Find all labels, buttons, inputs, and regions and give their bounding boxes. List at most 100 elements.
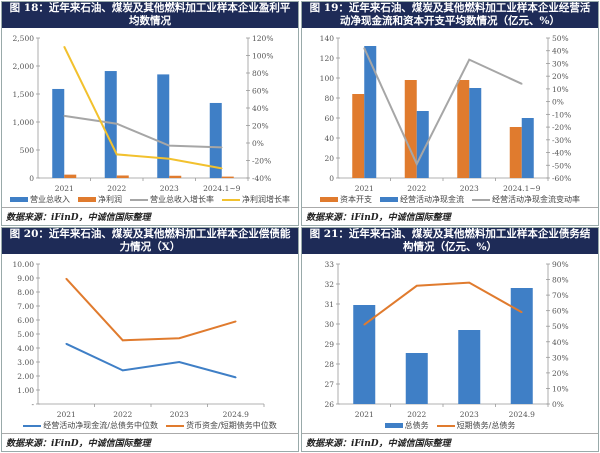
divider [2, 207, 298, 208]
title-text: 图 19：近年来石油、煤炭及其他燃料加工业样本企业经营活动净现金流和资本开支平均… [309, 2, 591, 27]
line-point-1-0 [363, 323, 366, 326]
line-point-0-3 [234, 376, 237, 379]
legend-label: 净利润 [98, 195, 122, 204]
legend-line-swatch [23, 424, 42, 427]
y-tick-label-right: 20% [252, 122, 269, 131]
y-tick-label-right: 0% [552, 400, 564, 409]
line-series-0 [65, 342, 237, 379]
legend-bar-swatch [78, 197, 96, 202]
bar-0-2 [157, 74, 170, 178]
y-tick-label-left: 2.00 [17, 372, 34, 381]
x-tick-label: 2023 [460, 410, 479, 419]
legend: 资本开支 经营活动净现金流 经营活动净现金流变动率 [302, 194, 598, 205]
line-point-2-2 [168, 144, 171, 147]
divider [302, 433, 598, 434]
y-tick-label-right: -20% [552, 123, 571, 132]
y-tick-label-left: 28 [324, 360, 334, 369]
y-tick-label-right: 80% [252, 69, 269, 78]
figure-title: 图 19：近年来石油、煤炭及其他燃料加工业样本企业经营活动净现金流和资本开支平均… [302, 2, 598, 28]
figure-19: 图 19：近年来石油、煤炭及其他燃料加工业样本企业经营活动净现金流和资本开支平均… [301, 1, 599, 226]
y-tick-label-right: -40% [252, 174, 271, 183]
chart-19: 0 20 40 60 80 100 120 140 -60% -50% -40% -30% -20% -1… [320, 34, 572, 193]
chart-18: 0 500 1,000 1,500 2,000 2,500 -40% -20% 0% 20% 40%… [13, 34, 274, 193]
x-tick-label: 2024.9 [223, 410, 249, 419]
legend-line-swatch [472, 198, 490, 201]
line-point-2-0 [63, 115, 66, 117]
y-tick-label-right: 10% [552, 85, 569, 94]
x-tick-label: 2022 [107, 184, 126, 193]
y-tick-label-left: 100 [320, 74, 335, 83]
figure-20: 图 20：近年来石油、煤炭及其他燃料加工业样本企业偿债能力情况（X） - 1.00… [1, 227, 299, 452]
y-tick-label-right: 90% [552, 260, 569, 269]
legend: 营业总收入 净利润 营业总收入增长率 净利润增长率 [2, 194, 298, 205]
legend-label: 经营活动净现金流/总债务中位数 [43, 421, 158, 430]
y-tick-label-right: 60% [552, 307, 569, 316]
legend-bar-swatch [384, 423, 403, 428]
y-tick-label-right: -30% [552, 136, 571, 145]
source-note: 数据来源：iFinD，中诚信国际整理 [6, 439, 151, 449]
legend-bar-swatch [380, 197, 398, 202]
line-point-1-0 [65, 277, 68, 280]
y-tick-label-left: 0 [29, 174, 34, 183]
y-tick-label-right: -40% [552, 149, 571, 158]
y-tick-label-left: 5.00 [17, 330, 34, 339]
y-tick-label-left: 10.00 [13, 260, 35, 269]
y-tick-label-right: 10% [552, 384, 569, 393]
y-tick-label-right: 80% [552, 276, 569, 285]
line-point-2-3 [220, 146, 223, 149]
line-point-2-1 [415, 163, 418, 165]
y-tick-label-left: 29 [324, 340, 334, 349]
bar-0-1 [404, 80, 417, 178]
title-text: 图 21：近年来石油、煤炭及其他燃料加工业样本企业债务结构情况（亿元、%） [309, 228, 591, 253]
y-tick-label-left: 8.00 [17, 288, 34, 297]
legend-line-swatch [166, 424, 184, 427]
x-tick-label: 2023 [160, 184, 179, 193]
legend-item: 货币资金/短期债务中位数 [166, 420, 277, 431]
line-point-1-1 [121, 339, 124, 342]
y-tick-label-right: 40% [552, 338, 569, 347]
y-tick-label-right: 100% [252, 52, 273, 61]
legend-item: 资本开支 [320, 194, 372, 205]
y-tick-label-right: 40% [252, 104, 269, 113]
line-point-3-2 [168, 157, 171, 160]
line-point-1-1 [415, 284, 418, 287]
figure-title: 图 20：近年来石油、煤炭及其他燃料加工业样本企业偿债能力情况（X） [2, 228, 298, 254]
legend-label: 营业总收入 [30, 195, 70, 204]
line-point-2-0 [363, 47, 366, 49]
bar-0-0 [353, 305, 376, 404]
bar-0-2 [458, 330, 481, 404]
figure-title: 图 21：近年来石油、煤炭及其他燃料加工业样本企业债务结构情况（亿元、%） [302, 228, 598, 254]
bar-1-3 [221, 176, 234, 178]
y-tick-label-left: 80 [324, 94, 334, 103]
line-point-3-0 [63, 45, 66, 48]
divider [302, 207, 598, 208]
bar-1-2 [469, 88, 482, 178]
bar-0-0 [52, 88, 65, 178]
figure-title: 图 18：近年来石油、煤炭及其他燃料加工业样本企业盈利平均数情况 [2, 2, 298, 28]
y-tick-label-left: 20 [324, 154, 334, 163]
legend-bar-swatch [320, 197, 338, 202]
bar-1-1 [116, 175, 129, 178]
legend-item: 短期债务/总债务 [436, 420, 515, 431]
y-tick-label-left: 6.00 [17, 316, 34, 325]
y-tick-label-left: 31 [324, 300, 334, 309]
line-point-0-1 [121, 369, 124, 372]
title-text: 图 20：近年来石油、煤炭及其他燃料加工业样本企业偿债能力情况（X） [9, 228, 291, 253]
x-tick-label: 2022 [113, 410, 132, 419]
y-tick-label-right: -10% [552, 110, 571, 119]
x-tick-label: 2023 [170, 410, 189, 419]
y-tick-label-right: 70% [552, 291, 569, 300]
x-tick-label: 2021 [355, 410, 374, 419]
y-tick-label-right: 0% [252, 139, 264, 148]
y-tick-label-left: 2,500 [13, 34, 35, 43]
legend-item: 净利润 [78, 194, 122, 205]
line-point-1-2 [178, 337, 181, 339]
legend-label: 经营活动净现金流变动率 [492, 195, 580, 204]
legend-label: 货币资金/短期债务中位数 [186, 421, 277, 430]
bar-1-2 [169, 175, 182, 178]
legend: 经营活动净现金流/总债务中位数 货币资金/短期债务中位数 [2, 420, 298, 431]
divider [2, 433, 298, 434]
y-tick-label-left: 1,500 [13, 90, 35, 99]
y-tick-label-left: 40 [324, 134, 334, 143]
